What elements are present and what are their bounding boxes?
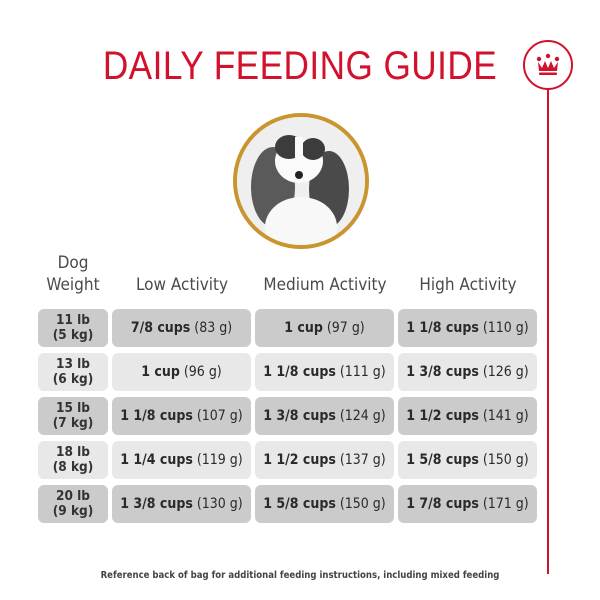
cell-medium: 1 5/8 cups (150 g) [255,485,394,523]
grams-value: (150 g) [339,496,386,512]
brand-divider-line [547,90,549,574]
cell-low: 1 3/8 cups (130 g) [112,485,251,523]
cups-value: 1 1/8 cups [120,408,193,424]
cups-value: 1 1/8 cups [406,320,479,336]
cups-value: 1 7/8 cups [406,496,479,512]
cell-medium: 1 1/2 cups (137 g) [255,441,394,479]
cups-value: 1 3/8 cups [120,496,193,512]
weight-lb: 11 lb [56,312,90,328]
cell-high: 1 1/8 cups (110 g) [398,309,537,347]
dog-photo [233,113,369,249]
grams-value: (130 g) [196,496,243,512]
cell-high: 1 1/2 cups (141 g) [398,397,537,435]
cell-high: 1 5/8 cups (150 g) [398,441,537,479]
weight-lb: 20 lb [56,488,90,504]
weight-kg: (6 kg) [52,371,94,387]
cups-value: 1 3/8 cups [406,364,479,380]
grams-value: (126 g) [482,364,529,380]
weight-kg: (5 kg) [52,327,94,343]
cell-low: 1 cup (96 g) [112,353,251,391]
row-weight-label: 13 lb (6 kg) [38,353,108,391]
footer-note: Reference back of bag for additional fee… [100,570,500,581]
brand-badge [523,40,573,90]
grams-value: (171 g) [482,496,529,512]
cell-high: 1 7/8 cups (171 g) [398,485,537,523]
cups-value: 1 1/2 cups [406,408,479,424]
cups-value: 1 1/8 cups [263,364,336,380]
cell-medium: 1 1/8 cups (111 g) [255,353,394,391]
cell-high: 1 3/8 cups (126 g) [398,353,537,391]
cups-value: 1 cup [284,320,323,336]
grams-value: (111 g) [339,364,386,380]
cups-value: 1 3/8 cups [263,408,336,424]
weight-kg: (7 kg) [52,415,94,431]
weight-header-line1: Dog [57,253,89,273]
column-header-low: Low Activity [135,275,229,295]
cell-low: 7/8 cups (83 g) [112,309,251,347]
cups-value: 1 5/8 cups [406,452,479,468]
grams-value: (107 g) [196,408,243,424]
cups-value: 1 cup [141,364,180,380]
column-header-medium: Medium Activity [263,275,387,295]
grams-value: (119 g) [196,452,243,468]
cell-medium: 1 cup (97 g) [255,309,394,347]
cell-low: 1 1/4 cups (119 g) [112,441,251,479]
cell-medium: 1 3/8 cups (124 g) [255,397,394,435]
grams-value: (110 g) [482,320,529,336]
grams-value: (141 g) [482,408,529,424]
page-title: DAILY FEEDING GUIDE [102,44,498,88]
weight-header-line2: Weight [46,275,100,295]
weight-kg: (9 kg) [52,503,94,519]
cups-value: 7/8 cups [130,320,191,336]
column-header-high: High Activity [419,275,517,295]
row-weight-label: 15 lb (7 kg) [38,397,108,435]
dog-weight-header: Dog Weight [38,252,108,296]
grams-value: (150 g) [482,452,529,468]
grams-value: (124 g) [339,408,386,424]
grams-value: (97 g) [326,320,365,336]
cups-value: 1 1/4 cups [120,452,193,468]
row-weight-label: 20 lb (9 kg) [38,485,108,523]
weight-lb: 15 lb [56,400,90,416]
grams-value: (96 g) [183,364,222,380]
weight-lb: 18 lb [56,444,90,460]
grams-value: (83 g) [194,320,233,336]
cups-value: 1 1/2 cups [263,452,336,468]
cups-value: 1 5/8 cups [263,496,336,512]
cell-low: 1 1/8 cups (107 g) [112,397,251,435]
row-weight-label: 18 lb (8 kg) [38,441,108,479]
crown-icon [536,53,560,75]
weight-kg: (8 kg) [52,459,94,475]
weight-lb: 13 lb [56,356,90,372]
grams-value: (137 g) [339,452,386,468]
row-weight-label: 11 lb (5 kg) [38,309,108,347]
